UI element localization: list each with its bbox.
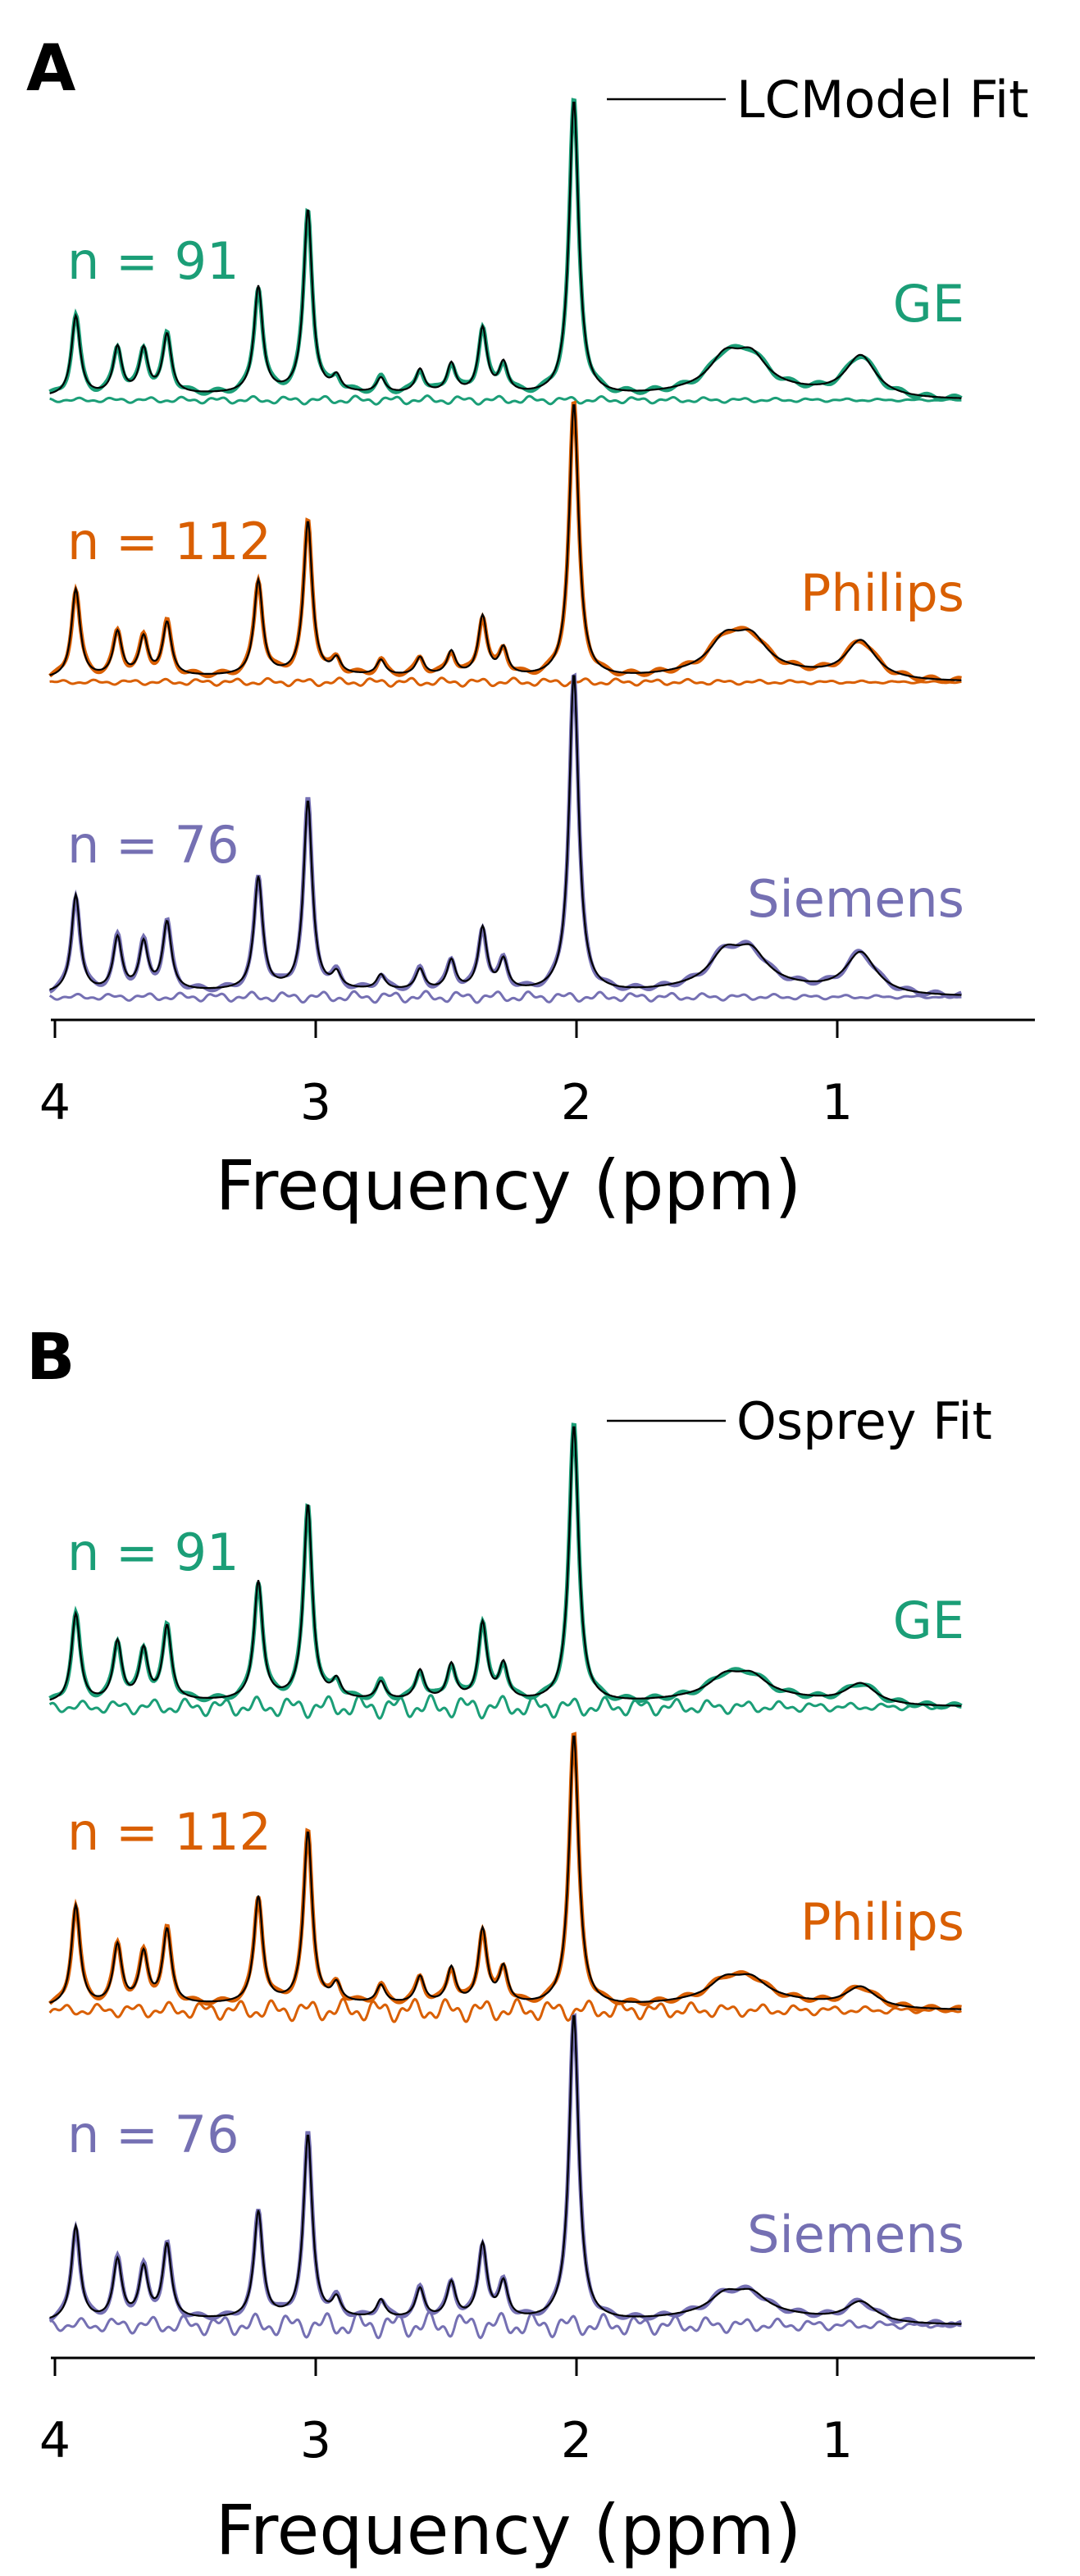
- fit-line: [49, 102, 962, 399]
- x-tick-label: 4: [39, 1074, 71, 1131]
- panel-letter: A: [26, 32, 75, 106]
- x-tick-label: 1: [822, 1074, 853, 1131]
- residual-line: [49, 2310, 962, 2340]
- residual-line: [49, 394, 962, 406]
- x-axis-title: Frequency (ppm): [216, 1145, 802, 1226]
- fit-line: [49, 1426, 962, 1707]
- vendor-label: GE: [893, 274, 964, 334]
- panel-B: B Osprey Fit n = 91 GE n = 112 Philips n = 76 S…: [26, 1321, 1035, 2570]
- residual-line: [49, 676, 962, 688]
- series-philips: n = 112 Philips: [48, 400, 964, 688]
- series-siemens: n = 76 Siemens: [48, 2013, 964, 2340]
- residual-line: [48, 990, 962, 1004]
- panel-letter: B: [26, 1321, 75, 1395]
- fit-line: [49, 675, 962, 996]
- spectrum-line: [48, 2013, 963, 2328]
- fit-line: [49, 1735, 962, 2010]
- n-label: n = 112: [67, 1802, 271, 1862]
- series-siemens: n = 76 Siemens: [48, 672, 964, 1004]
- vendor-label: Siemens: [747, 2205, 964, 2264]
- n-label: n = 112: [67, 512, 271, 571]
- x-tick-label: 3: [300, 1074, 331, 1131]
- x-tick-label: 4: [39, 2412, 71, 2469]
- fit-line: [49, 2015, 962, 2325]
- n-label: n = 76: [67, 815, 239, 875]
- n-label: n = 76: [67, 2105, 239, 2164]
- x-axis-title: Frequency (ppm): [216, 2490, 802, 2570]
- series-ge: n = 91 GE: [48, 1422, 964, 1720]
- series-ge: n = 91 GE: [48, 98, 964, 406]
- n-label: n = 91: [67, 231, 239, 291]
- residual-line: [48, 1694, 962, 1720]
- panel-A: A LCModel Fit n = 91 GE n = 112 Philips n = 76…: [26, 32, 1035, 1226]
- vendor-label: GE: [893, 1591, 964, 1650]
- n-label: n = 91: [67, 1522, 239, 1582]
- residual-line: [48, 1997, 963, 2023]
- x-tick-label: 2: [561, 2412, 592, 2469]
- series-philips: n = 112 Philips: [48, 1732, 964, 2023]
- legend-label: Osprey Fit: [736, 1391, 992, 1451]
- x-tick-label: 1: [822, 2412, 853, 2469]
- fit-line: [49, 404, 962, 681]
- x-tick-label: 3: [300, 2412, 331, 2469]
- vendor-label: Philips: [800, 563, 964, 623]
- vendor-label: Philips: [800, 1892, 964, 1952]
- legend-label: LCModel Fit: [736, 70, 1028, 130]
- vendor-label: Siemens: [747, 869, 964, 929]
- x-tick-label: 2: [561, 1074, 592, 1131]
